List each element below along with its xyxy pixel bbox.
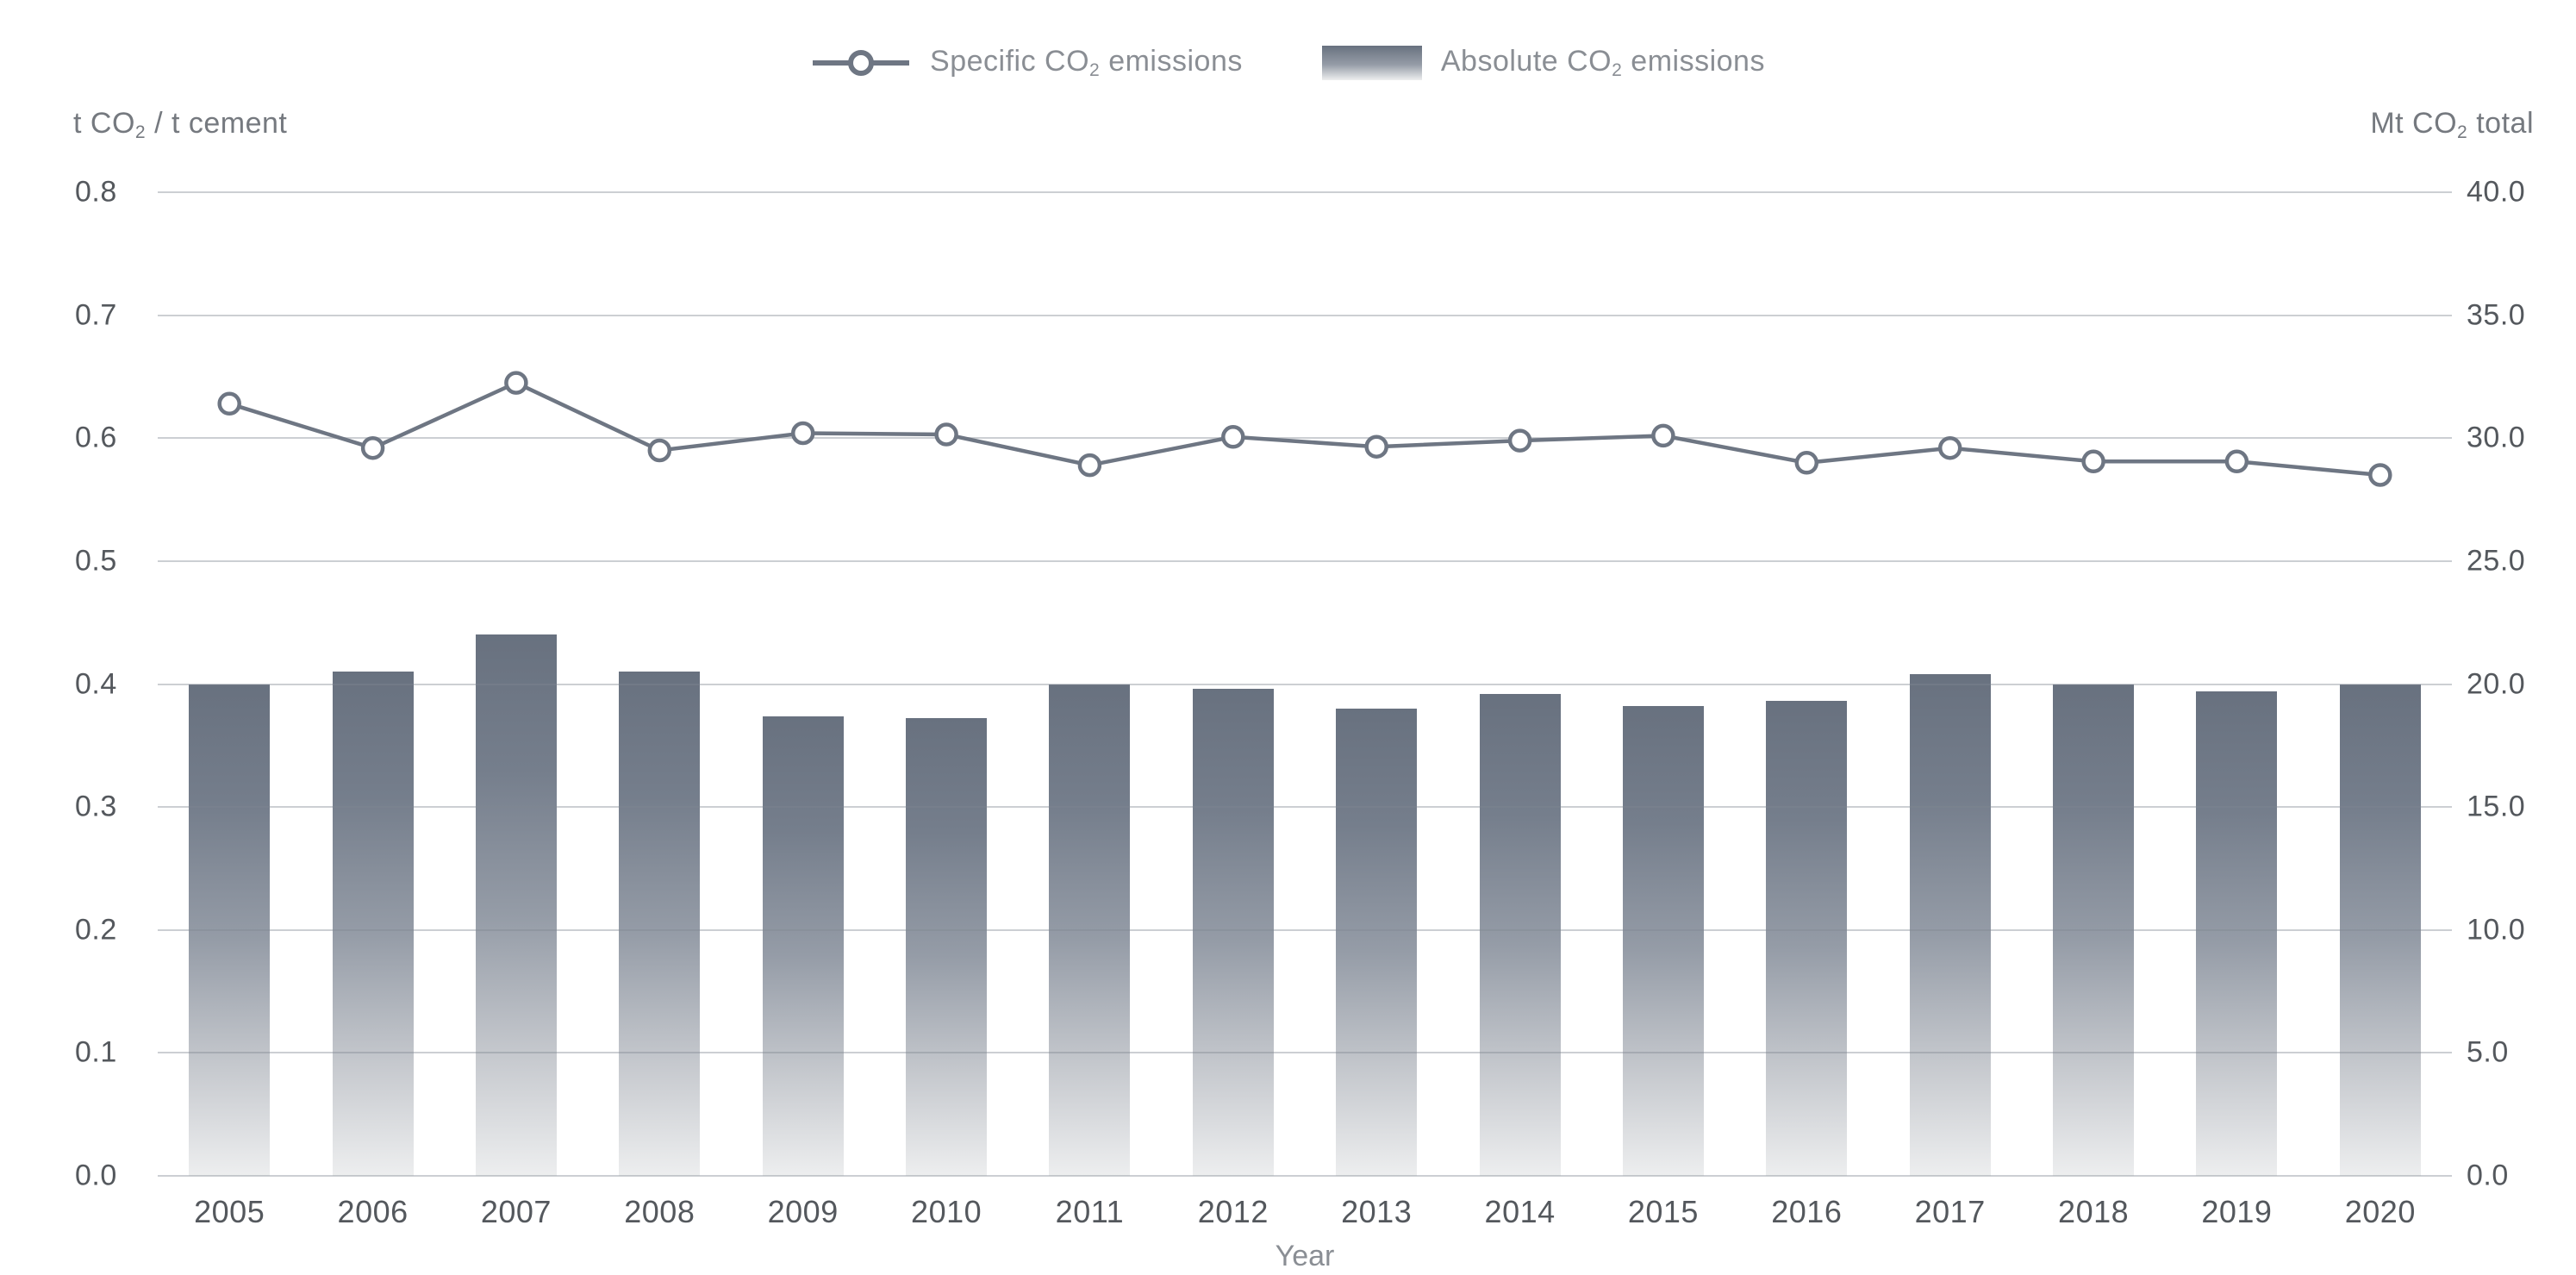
data-point-2014 — [1507, 428, 1532, 453]
legend-item-absolute-co2: Absolute CO2 emissions — [1321, 45, 1765, 81]
left-axis-unit-label: t CO2 / t cement — [73, 107, 288, 142]
right-axis-unit-label: Mt CO2 total — [2370, 107, 2534, 142]
data-point-2007 — [504, 371, 528, 395]
legend-item-specific-co2: Specific CO2 emissions — [811, 45, 1243, 81]
right-axis-tick: 5.0 — [2467, 1035, 2509, 1069]
x-axis-tick-2020: 2020 — [2344, 1194, 2416, 1229]
bar-2012 — [1192, 689, 1274, 1176]
left-axis-tick: 0.2 — [75, 913, 117, 947]
left-axis-tick: 0.1 — [75, 1035, 117, 1069]
right-axis-tick: 30.0 — [2467, 421, 2526, 454]
left-axis-tick: 0.7 — [75, 298, 117, 332]
line-marker-swatch — [813, 49, 910, 76]
x-axis-ticks: 2005 2006 2007 2008 2009 2010 2011 2012 2013 2014… — [158, 1194, 2452, 1232]
left-axis-tick: 0.3 — [75, 790, 117, 823]
bar-2009 — [762, 716, 844, 1176]
left-axis-tick: 0.0 — [75, 1159, 117, 1192]
bar-2020 — [2339, 684, 2421, 1176]
left-axis-tick: 0.8 — [75, 175, 117, 209]
x-axis-tick-2013: 2013 — [1341, 1194, 1413, 1229]
right-axis-tick: 40.0 — [2467, 175, 2526, 209]
right-axis-ticks: 40.0 35.0 30.0 25.0 20.0 15.0 10.0 5.0 0.0 — [2467, 176, 2561, 1192]
bar-2015 — [1622, 706, 1704, 1176]
data-point-2020 — [2368, 463, 2392, 487]
x-axis-tick-2008: 2008 — [624, 1194, 695, 1229]
plot-area — [158, 191, 2452, 1177]
bar-2007 — [475, 634, 557, 1176]
data-point-2005 — [217, 391, 241, 416]
x-axis-tick-2015: 2015 — [1627, 1194, 1699, 1229]
bar-2013 — [1336, 709, 1418, 1176]
bar-2006 — [332, 672, 414, 1176]
x-axis-tick-2009: 2009 — [767, 1194, 839, 1229]
left-axis-tick: 0.4 — [75, 667, 117, 700]
data-point-2006 — [360, 435, 385, 460]
data-point-2015 — [1651, 423, 1675, 448]
data-point-2016 — [1794, 451, 1819, 475]
x-axis-tick-2018: 2018 — [2058, 1194, 2130, 1229]
bar-2010 — [906, 718, 988, 1176]
x-axis-tick-2011: 2011 — [1055, 1194, 1125, 1229]
data-point-2010 — [934, 422, 958, 447]
left-axis-tick: 0.6 — [75, 421, 117, 454]
bar-2018 — [2053, 684, 2135, 1176]
bar-2014 — [1479, 693, 1561, 1176]
left-axis-tick: 0.5 — [75, 544, 117, 578]
x-axis-tick-2016: 2016 — [1771, 1194, 1843, 1229]
x-axis-tick-2019: 2019 — [2201, 1194, 2273, 1229]
right-axis-tick: 15.0 — [2467, 790, 2526, 823]
data-point-2019 — [2224, 449, 2249, 474]
specific-emissions-line — [228, 380, 2381, 478]
data-point-2012 — [1221, 425, 1245, 449]
x-axis-tick-2005: 2005 — [194, 1194, 265, 1229]
data-point-2011 — [1077, 453, 1102, 478]
bar-2005 — [189, 684, 271, 1176]
left-axis-ticks: 0.8 0.7 0.6 0.5 0.4 0.3 0.2 0.1 0.0 — [75, 176, 144, 1192]
chart-legend: Specific CO2 emissions Absolute CO2 emis… — [0, 45, 2576, 81]
x-axis-title: Year — [1275, 1240, 1335, 1272]
bar-2019 — [2196, 691, 2278, 1176]
right-axis-tick: 25.0 — [2467, 544, 2526, 578]
x-axis-tick-2010: 2010 — [911, 1194, 982, 1229]
gradient-bar-swatch — [1321, 45, 1422, 80]
legend-item-label: Absolute CO2 emissions — [1440, 45, 1765, 80]
x-axis-tick-2006: 2006 — [337, 1194, 409, 1229]
bar-2011 — [1049, 684, 1131, 1176]
bar-2017 — [1909, 674, 1991, 1176]
x-axis-tick-2007: 2007 — [480, 1194, 552, 1229]
data-point-2013 — [1364, 434, 1388, 459]
right-axis-tick: 20.0 — [2467, 667, 2526, 700]
data-point-2009 — [790, 421, 815, 446]
legend-item-label: Specific CO2 emissions — [930, 45, 1243, 80]
data-point-2017 — [1937, 435, 1962, 460]
data-point-2018 — [2081, 449, 2105, 474]
right-axis-tick: 0.0 — [2467, 1159, 2509, 1192]
bar-series-absolute-emissions — [158, 192, 2452, 1176]
right-axis-tick: 35.0 — [2467, 298, 2526, 332]
bar-2016 — [1766, 701, 1848, 1176]
data-point-2008 — [647, 438, 672, 463]
x-axis-tick-2017: 2017 — [1914, 1194, 1986, 1229]
line-series-specific-emissions — [217, 371, 2392, 487]
right-axis-tick: 10.0 — [2467, 913, 2526, 947]
x-axis-tick-2012: 2012 — [1197, 1194, 1269, 1229]
bar-2008 — [619, 672, 701, 1176]
x-axis-tick-2014: 2014 — [1484, 1194, 1556, 1229]
